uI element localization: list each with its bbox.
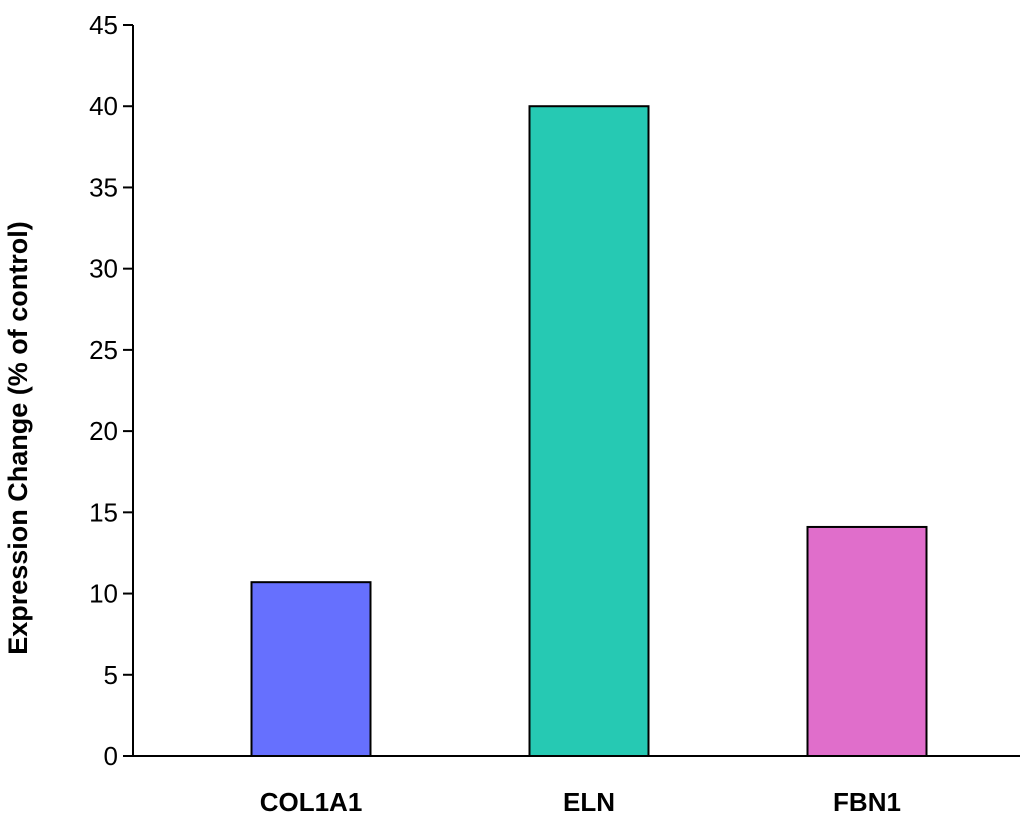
x-category-label: COL1A1 [260, 787, 363, 817]
x-category-label: ELN [563, 787, 615, 817]
x-category-label: FBN1 [833, 787, 901, 817]
y-tick-label: 0 [104, 741, 118, 771]
y-tick-label: 5 [104, 660, 118, 690]
y-tick-label: 10 [89, 579, 118, 609]
bars [250, 105, 928, 757]
y-tick-label: 35 [89, 172, 118, 202]
x-axis-labels: COL1A1 ELN FBN1 [260, 787, 901, 817]
bar-col1a1 [250, 581, 372, 757]
y-tick-label: 40 [89, 91, 118, 121]
y-tick-label: 15 [89, 497, 118, 527]
y-tick-label: 20 [89, 416, 118, 446]
y-tick-label: 45 [89, 10, 118, 40]
y-tick-label: 25 [89, 335, 118, 365]
y-tick-label: 30 [89, 254, 118, 284]
y-axis-title: Expression Change (% of control) [3, 221, 33, 655]
bar-fbn1 [806, 525, 928, 757]
bar-eln [528, 105, 650, 757]
y-axis-ticks: 0 5 10 15 20 25 30 35 40 45 [89, 10, 133, 771]
